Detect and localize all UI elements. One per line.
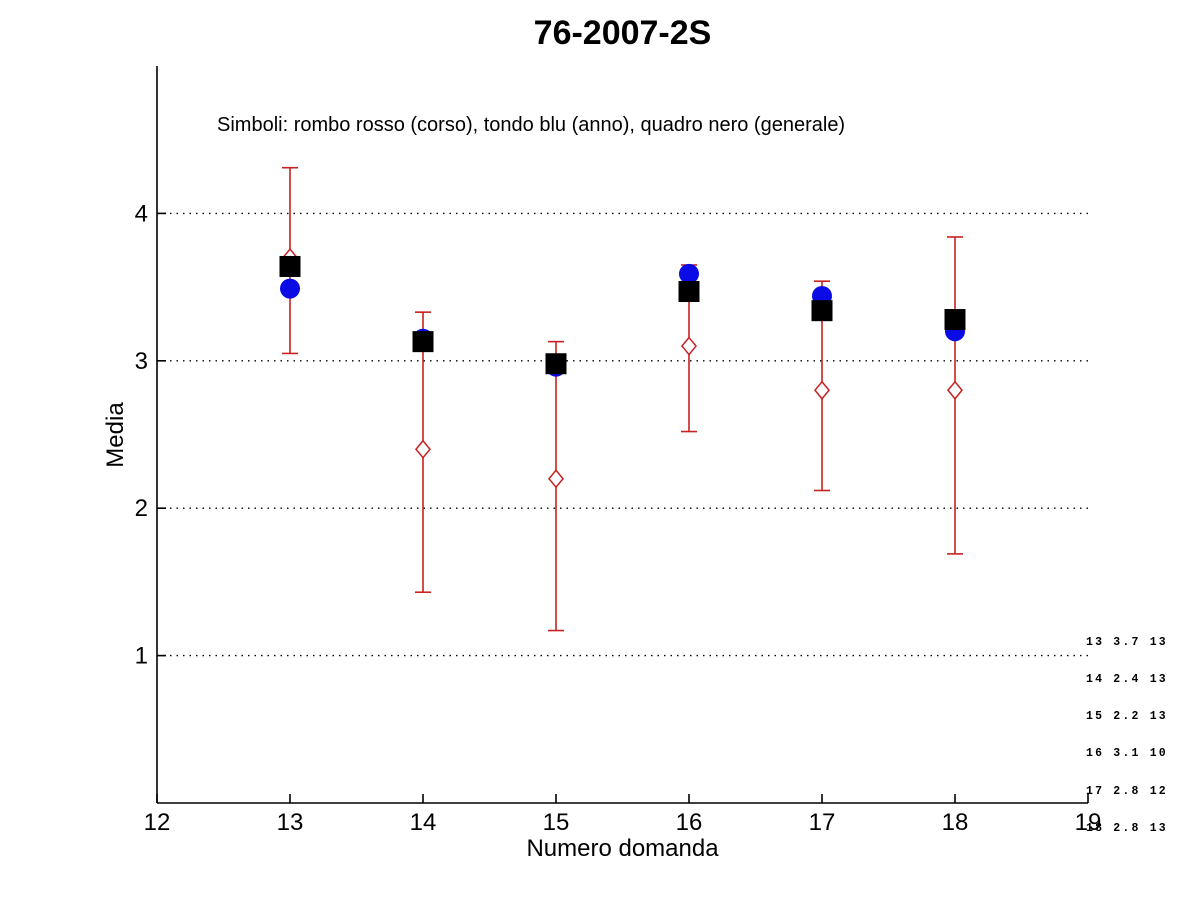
x-tick-label: 17: [809, 809, 836, 836]
annotation-row: 13 3.7 13: [1086, 635, 1168, 649]
x-tick-label: 18: [942, 809, 969, 836]
annotation-table: 13 3.7 13 14 2.4 13 15 2.2 13 16 3.1 10 …: [1086, 612, 1168, 860]
annotation-row: 17 2.8 12: [1086, 784, 1168, 798]
x-tick-label: 14: [410, 809, 437, 836]
marker-diamond-corso: [814, 380, 830, 400]
x-tick-label: 15: [543, 809, 570, 836]
marker-diamond-corso: [681, 336, 697, 356]
marker-diamond-corso: [548, 469, 564, 489]
x-axis-label: Numero domanda: [526, 835, 719, 862]
y-tick-label: 3: [135, 348, 148, 375]
annotation-row: 16 3.1 10: [1086, 747, 1168, 761]
marker-square-generale: [678, 281, 700, 303]
marker-circle-anno: [280, 278, 300, 299]
y-tick-label: 2: [135, 495, 148, 522]
marker-square-generale: [279, 255, 301, 277]
y-tick-label: 1: [135, 643, 148, 670]
x-tick-label: 16: [676, 809, 703, 836]
y-tick-label: 4: [135, 200, 148, 227]
marker-square-generale: [811, 300, 833, 322]
annotation-row: 18 2.8 13: [1086, 821, 1168, 835]
y-axis-label: Media: [102, 402, 129, 468]
chart-title: 76-2007-2S: [533, 14, 712, 52]
x-tick-label: 12: [144, 809, 171, 836]
marker-square-generale: [944, 309, 966, 331]
x-tick-label: 19: [1075, 809, 1102, 836]
marker-diamond-corso: [947, 380, 963, 400]
marker-circle-anno: [679, 263, 699, 284]
chart-subtitle: Simboli: rombo rosso (corso), tondo blu …: [217, 114, 846, 136]
marker-square-generale: [545, 353, 567, 375]
x-tick-label: 13: [277, 809, 304, 836]
marker-diamond-corso: [415, 439, 431, 459]
annotation-row: 14 2.4 13: [1086, 673, 1168, 687]
annotation-row: 15 2.2 13: [1086, 710, 1168, 724]
marker-square-generale: [412, 331, 434, 353]
